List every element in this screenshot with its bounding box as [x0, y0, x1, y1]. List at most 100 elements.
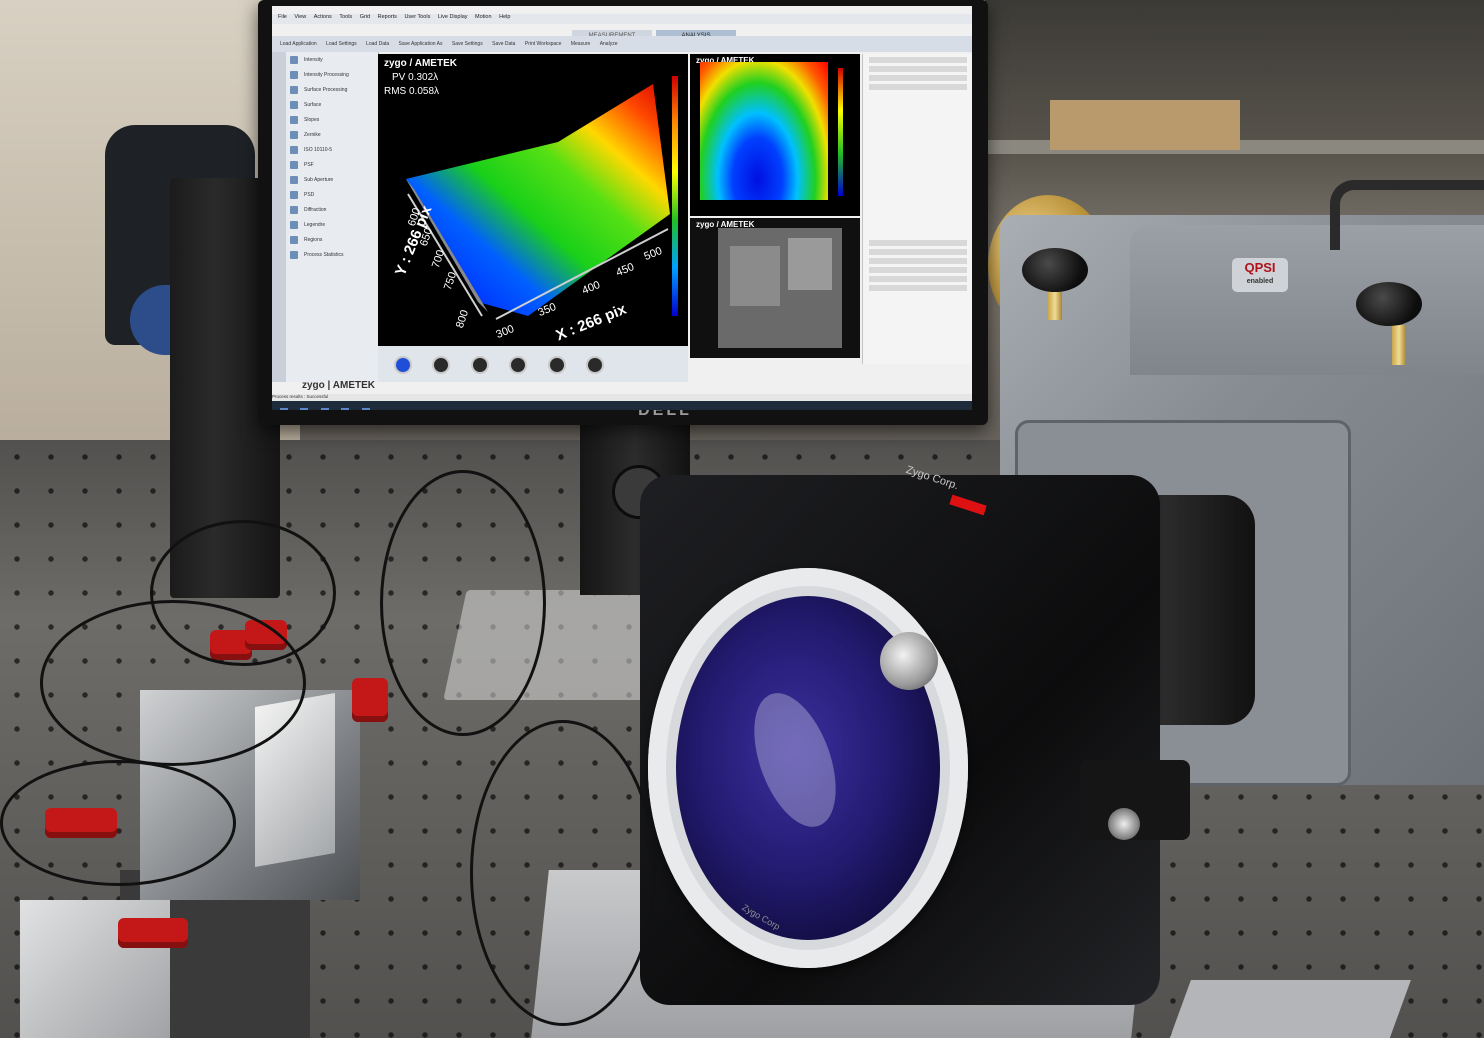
panel-item-iso[interactable]: ISO 10110-5 [286, 142, 378, 157]
result-row [869, 84, 967, 90]
panel-item-intensity[interactable]: Intensity [286, 52, 378, 67]
result-row [869, 249, 967, 255]
panel-item-label: Surface Processing [304, 86, 348, 93]
menu-actions[interactable]: Actions [313, 14, 332, 20]
menu-bar: File View Actions Tools Grid Reports Use… [272, 14, 972, 24]
panel-item-zernike[interactable]: Zernike [286, 127, 378, 142]
menu-live-display[interactable]: Live Display [437, 14, 468, 20]
panel-item-psf[interactable]: PSF [286, 157, 378, 172]
slopes-icon [290, 115, 298, 124]
panel-item-label: PSF [304, 161, 314, 168]
rms-value: RMS 0.058λ [384, 86, 440, 97]
menu-help[interactable]: Help [499, 14, 511, 20]
result-row [869, 285, 967, 291]
panel-item-label: Process Statistics [304, 251, 344, 258]
panel-item-sub-aperture[interactable]: Sub Aperture [286, 172, 378, 187]
panel-item-label: Intensity [304, 56, 323, 63]
processing-icon [290, 70, 298, 79]
intensity-brand: zygo / AMETEK [696, 220, 755, 229]
panel-item-label: ISO 10110-5 [304, 146, 332, 153]
intensity-icon [290, 55, 298, 64]
clamp-pin [1108, 808, 1140, 840]
cardboard-box [1050, 100, 1240, 150]
panel-item-legendre[interactable]: Legendre [286, 217, 378, 232]
menu-file[interactable]: File [278, 14, 287, 20]
y-axis [407, 193, 483, 317]
psd-icon [290, 190, 298, 199]
aluminum-block [1169, 980, 1411, 1038]
browser-icon[interactable] [341, 408, 350, 410]
color-mode-button[interactable] [394, 356, 412, 374]
panel-item-intensity-processing[interactable]: Intensity Processing [286, 67, 378, 82]
panel-item-label: Zernike [304, 131, 321, 138]
surface-icon [290, 100, 298, 109]
zoom-button[interactable] [547, 356, 566, 374]
panel-item-surface[interactable]: Surface [286, 97, 378, 112]
status-text: Process results : Successful [272, 394, 329, 399]
toolbar: Load Application Load Settings Load Data… [272, 36, 972, 52]
interferometer-top [1130, 225, 1484, 375]
cable [0, 760, 236, 886]
reset-button[interactable] [586, 356, 605, 374]
start-icon[interactable] [280, 408, 288, 410]
measure-button[interactable]: Measure [570, 41, 591, 47]
save-settings-button[interactable]: Save Settings [451, 41, 483, 47]
monitor-screen: File View Actions Tools Grid Reports Use… [272, 6, 972, 410]
panel-item-slopes[interactable]: Slopes [286, 112, 378, 127]
surface-side [406, 179, 488, 312]
panel-item-regions[interactable]: Regions [286, 232, 378, 247]
search-icon[interactable] [300, 408, 309, 410]
surface-map [700, 62, 828, 200]
actuator-cap [118, 918, 188, 948]
surface-mesh [406, 84, 670, 316]
actuator-cap [352, 678, 388, 722]
menu-motion[interactable]: Motion [475, 14, 492, 20]
save-data-button[interactable]: Save Data [492, 41, 516, 47]
panel-item-psd[interactable]: PSD [286, 187, 378, 202]
plot-control-bar [378, 346, 688, 382]
result-row [869, 258, 967, 264]
adjust-knob-right [1356, 282, 1422, 326]
print-workspace-button[interactable]: Print Workspace [524, 41, 562, 47]
menu-grid[interactable]: Grid [359, 14, 371, 20]
panel-item-process-statistics[interactable]: Process Statistics [286, 247, 378, 262]
windows-taskbar [272, 401, 972, 410]
qpsi-badge: QPSI enabled [1232, 258, 1288, 292]
load-application-button[interactable]: Load Application [280, 41, 317, 47]
surface-3d-plot[interactable]: zygo / AMETEK PV 0.302λ RMS 0.058λ [378, 54, 688, 346]
load-data-button[interactable]: Load Data [366, 41, 390, 47]
panel-item-label: Slopes [304, 116, 320, 123]
analyze-button[interactable]: Analyze [599, 41, 618, 47]
rotate-button[interactable] [509, 356, 528, 374]
panel-item-label: Legendre [304, 221, 326, 228]
result-row [869, 75, 967, 81]
menu-user-tools[interactable]: User Tools [404, 14, 431, 20]
app-icon[interactable] [361, 408, 370, 410]
folder-icon[interactable] [320, 408, 329, 410]
carry-handle [1330, 180, 1484, 250]
zygo-footer-logo: zygo | AMETEK [302, 380, 375, 391]
panel-item-label: Diffraction [304, 206, 327, 213]
surface-3d-graphic [406, 84, 670, 320]
view-button[interactable] [432, 356, 451, 374]
save-application-button[interactable]: Save Application As [398, 41, 443, 47]
menu-reports[interactable]: Reports [377, 14, 397, 20]
result-row [869, 240, 967, 246]
panel-item-label: Intensity Processing [304, 71, 349, 78]
mode-tabs: MEASUREMENTANALYSIS [572, 24, 772, 42]
statistics-icon [290, 250, 298, 259]
intensity-feature-1 [730, 246, 780, 306]
point-button[interactable] [470, 356, 489, 374]
menu-view[interactable]: View [294, 14, 307, 20]
panel-item-surface-processing[interactable]: Surface Processing [286, 82, 378, 97]
sidebar-rail [272, 52, 286, 382]
iso-icon [290, 145, 298, 154]
panel-item-label: Sub Aperture [304, 176, 334, 183]
load-settings-button[interactable]: Load Settings [326, 41, 357, 47]
panel-item-diffraction[interactable]: Diffraction [286, 202, 378, 217]
menu-tools[interactable]: Tools [339, 14, 353, 20]
aperture-icon [290, 175, 298, 184]
cable [470, 720, 656, 1026]
psf-icon [290, 160, 298, 169]
